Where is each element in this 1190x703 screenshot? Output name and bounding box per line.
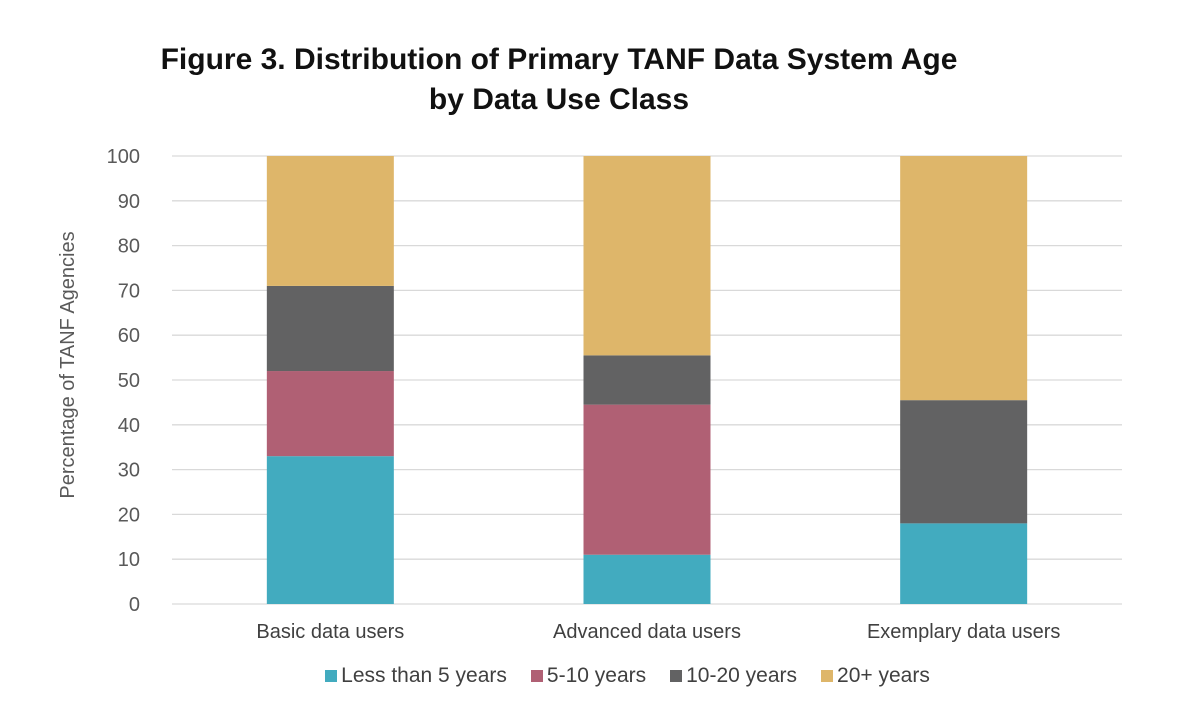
legend-swatch	[325, 670, 338, 682]
legend-item: 20+ years	[821, 664, 930, 688]
legend-label: 10-20 years	[686, 664, 798, 687]
bar-segment	[900, 400, 1028, 524]
y-tick-label: 50	[118, 370, 140, 392]
legend-label: 20+ years	[837, 664, 930, 687]
chart-title-line-2: by Data Use Class	[428, 83, 690, 116]
legend-label: 5-10 years	[546, 664, 647, 687]
y-tick-label: 0	[129, 594, 140, 616]
legend-swatch	[670, 670, 683, 682]
y-axis-title: Percentage of TANF Agencies	[57, 231, 79, 498]
legend-swatch	[530, 670, 543, 682]
y-axis-ticks: 0 10 20 30 40 50 60 70 80 90 100	[107, 146, 140, 616]
y-tick-label: 10	[118, 549, 140, 571]
bar-segment	[583, 404, 711, 555]
legend-item: Less than 5 years	[325, 664, 507, 688]
bar-segment	[583, 355, 711, 405]
bar-segment	[266, 156, 394, 286]
y-tick-label: 90	[118, 191, 140, 213]
legend-item: 10-20 years	[670, 664, 797, 688]
x-category-label: Exemplary data users	[867, 621, 1060, 643]
bars	[266, 156, 1028, 604]
x-category-label: Basic data users	[256, 621, 404, 643]
x-category-label: Advanced data users	[553, 621, 741, 643]
y-tick-label: 100	[107, 146, 140, 168]
legend-label: Less than 5 years	[341, 664, 507, 687]
chart-title: Figure 3. Distribution of Primary TANF D…	[0, 40, 1118, 120]
bar-segment	[266, 371, 394, 457]
y-tick-label: 60	[118, 325, 140, 347]
y-tick-label: 40	[118, 415, 140, 437]
bar-segment	[583, 156, 711, 356]
bar-segment	[266, 285, 394, 372]
bar-segment	[583, 554, 711, 604]
y-tick-label: 80	[118, 236, 140, 258]
x-axis-labels: Basic data users Advanced data users Exemp…	[256, 621, 1060, 643]
legend-item: 5-10 years	[530, 664, 647, 688]
legend: Less than 5 years 5-10 years 10-20 years 20…	[0, 664, 1190, 688]
y-tick-label: 30	[118, 460, 140, 482]
chart-title-line-1: Figure 3. Distribution of Primary TANF D…	[160, 43, 958, 76]
y-tick-label: 70	[118, 280, 140, 302]
legend-swatch	[821, 670, 834, 682]
bar-segment	[900, 523, 1028, 604]
bar-segment	[266, 456, 394, 604]
bar-segment	[900, 156, 1028, 401]
y-tick-label: 20	[118, 504, 140, 526]
